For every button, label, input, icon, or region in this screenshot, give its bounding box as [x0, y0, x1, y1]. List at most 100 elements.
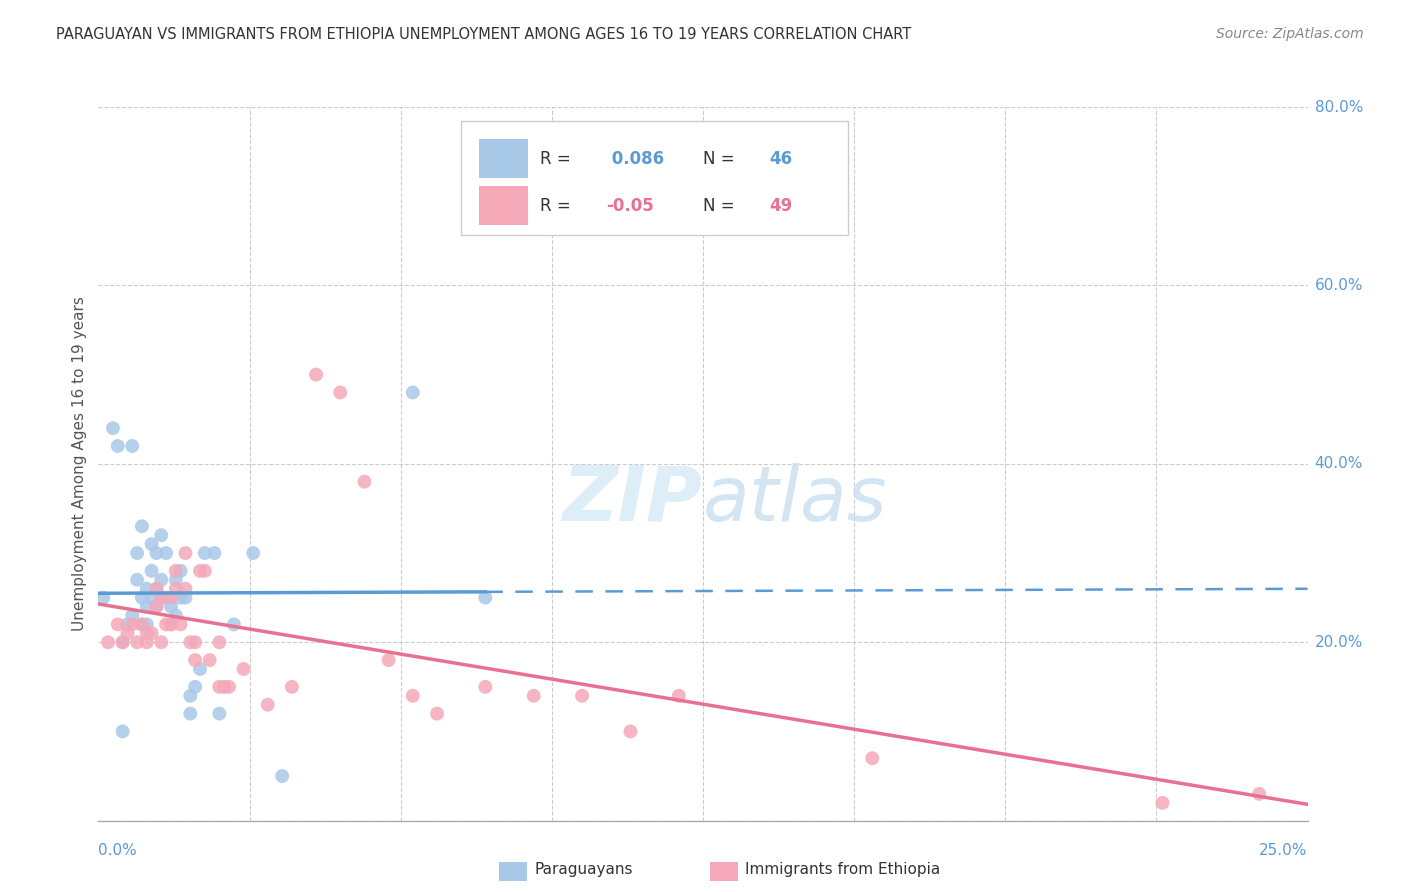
- Point: [135, 626, 157, 640]
- Point: [860, 751, 883, 765]
- Point: [571, 689, 593, 703]
- Y-axis label: Unemployment Among Ages 16 to 19 years: Unemployment Among Ages 16 to 19 years: [72, 296, 87, 632]
- Point: [1249, 787, 1271, 801]
- Point: [121, 617, 143, 632]
- Point: [155, 546, 177, 560]
- Point: [212, 680, 235, 694]
- Text: PARAGUAYAN VS IMMIGRANTS FROM ETHIOPIA UNEMPLOYMENT AMONG AGES 16 TO 19 YEARS CO: PARAGUAYAN VS IMMIGRANTS FROM ETHIOPIA U…: [56, 27, 911, 42]
- Point: [184, 635, 207, 649]
- Point: [141, 537, 163, 551]
- Point: [145, 546, 167, 560]
- Point: [160, 617, 183, 632]
- Text: 46: 46: [769, 150, 793, 168]
- Point: [271, 769, 294, 783]
- Text: Immigrants from Ethiopia: Immigrants from Ethiopia: [745, 863, 941, 877]
- Point: [155, 591, 177, 605]
- Point: [179, 706, 201, 721]
- Point: [232, 662, 254, 676]
- Point: [179, 689, 201, 703]
- Point: [1152, 796, 1174, 810]
- Point: [145, 599, 167, 614]
- Point: [160, 591, 183, 605]
- Text: 60.0%: 60.0%: [1315, 278, 1362, 293]
- Point: [242, 546, 264, 560]
- Point: [111, 635, 134, 649]
- Point: [165, 608, 187, 623]
- Text: 40.0%: 40.0%: [1315, 457, 1362, 471]
- Point: [174, 582, 197, 596]
- Point: [91, 591, 114, 605]
- Point: [145, 599, 167, 614]
- Text: R =: R =: [540, 150, 576, 168]
- Point: [127, 635, 149, 649]
- Point: [188, 564, 211, 578]
- Text: ZIP: ZIP: [564, 463, 703, 536]
- Point: [194, 546, 217, 560]
- Point: [155, 617, 177, 632]
- Text: 20.0%: 20.0%: [1315, 635, 1362, 649]
- Point: [402, 385, 425, 400]
- Point: [179, 635, 201, 649]
- Point: [218, 680, 240, 694]
- Point: [668, 689, 690, 703]
- Point: [111, 724, 134, 739]
- Text: 0.0%: 0.0%: [98, 843, 138, 858]
- Text: N =: N =: [703, 150, 740, 168]
- Point: [131, 591, 153, 605]
- Text: 49: 49: [769, 196, 793, 214]
- Point: [101, 421, 124, 435]
- Point: [329, 385, 352, 400]
- Point: [165, 564, 187, 578]
- Point: [474, 680, 496, 694]
- Point: [141, 591, 163, 605]
- Point: [121, 439, 143, 453]
- Point: [208, 635, 231, 649]
- Point: [127, 573, 149, 587]
- Point: [145, 582, 167, 596]
- Point: [426, 706, 449, 721]
- Text: N =: N =: [703, 196, 740, 214]
- Point: [184, 653, 207, 667]
- Point: [474, 591, 496, 605]
- Bar: [479, 186, 527, 225]
- Text: 25.0%: 25.0%: [1260, 843, 1308, 858]
- Point: [165, 582, 187, 596]
- Point: [208, 706, 231, 721]
- Point: [135, 635, 157, 649]
- Point: [160, 617, 183, 632]
- Point: [141, 626, 163, 640]
- Point: [165, 573, 187, 587]
- Point: [169, 564, 191, 578]
- Text: 80.0%: 80.0%: [1315, 100, 1362, 114]
- Point: [111, 635, 134, 649]
- Text: 0.086: 0.086: [606, 150, 665, 168]
- Point: [619, 724, 641, 739]
- Text: Source: ZipAtlas.com: Source: ZipAtlas.com: [1216, 27, 1364, 41]
- Point: [377, 653, 399, 667]
- Point: [131, 617, 153, 632]
- Point: [97, 635, 120, 649]
- Point: [107, 439, 129, 453]
- Point: [256, 698, 278, 712]
- Text: R =: R =: [540, 196, 576, 214]
- Bar: [461, 121, 848, 235]
- Point: [194, 564, 217, 578]
- Point: [174, 591, 197, 605]
- Text: Paraguayans: Paraguayans: [534, 863, 633, 877]
- Bar: [479, 139, 527, 178]
- Point: [150, 528, 173, 542]
- Point: [281, 680, 304, 694]
- Point: [150, 591, 173, 605]
- Point: [121, 608, 143, 623]
- Point: [160, 599, 183, 614]
- Point: [150, 635, 173, 649]
- Point: [131, 617, 153, 632]
- Point: [141, 564, 163, 578]
- Point: [204, 546, 226, 560]
- Point: [188, 662, 211, 676]
- Point: [208, 680, 231, 694]
- Point: [169, 617, 191, 632]
- Point: [131, 519, 153, 533]
- Point: [353, 475, 375, 489]
- Point: [305, 368, 328, 382]
